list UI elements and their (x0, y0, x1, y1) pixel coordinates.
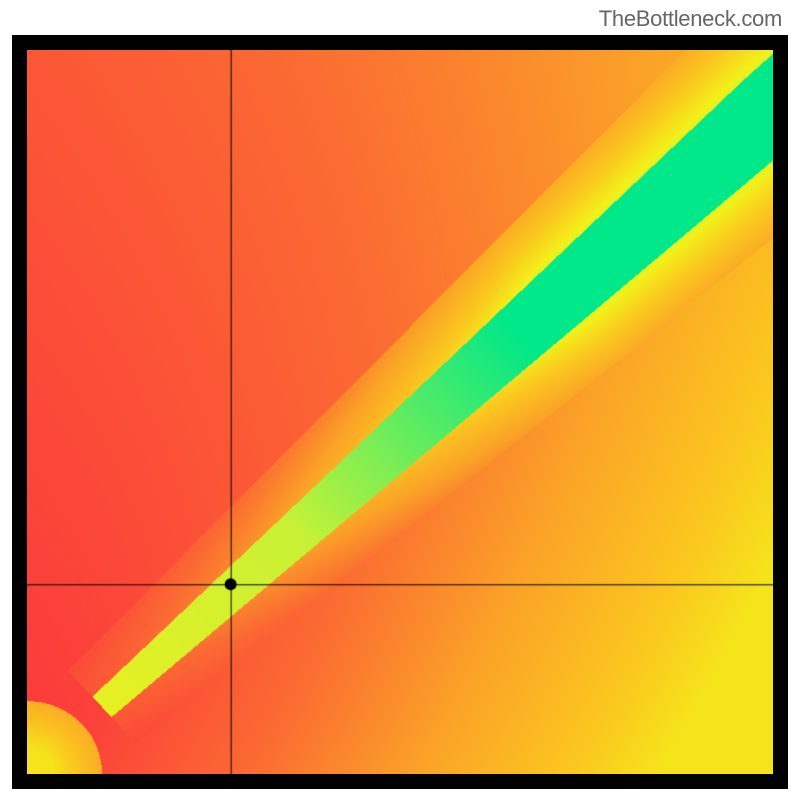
crosshair-overlay (27, 50, 773, 774)
watermark-text: TheBottleneck.com (599, 6, 782, 32)
chart-container: TheBottleneck.com (0, 0, 800, 800)
